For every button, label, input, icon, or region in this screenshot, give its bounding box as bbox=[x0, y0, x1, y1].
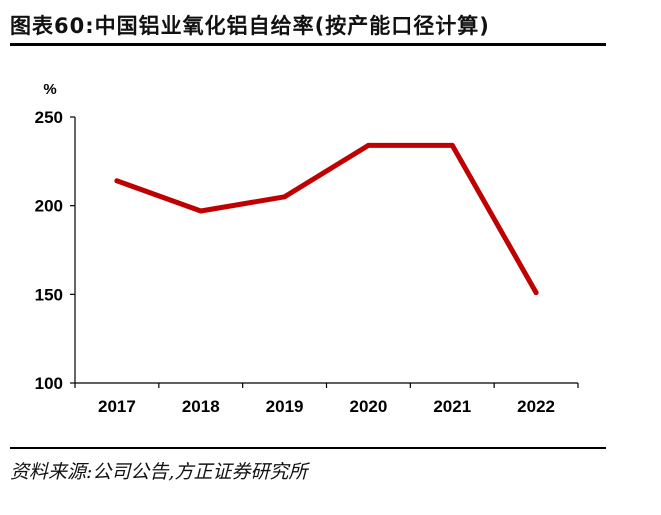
x-tick-label: 2021 bbox=[433, 397, 471, 416]
x-tick-label: 2017 bbox=[98, 397, 136, 416]
y-axis-unit: % bbox=[43, 81, 56, 98]
data-point-2020 bbox=[365, 142, 371, 148]
data-point-2018 bbox=[198, 208, 204, 214]
title-divider bbox=[10, 43, 606, 46]
data-point-2019 bbox=[282, 194, 288, 200]
data-point-2022 bbox=[533, 290, 539, 296]
series-line bbox=[114, 142, 539, 296]
y-tick-label: 150 bbox=[35, 285, 63, 304]
y-tick-label: 200 bbox=[35, 197, 63, 216]
y-tick-label: 100 bbox=[35, 374, 63, 393]
source-note: 资料来源:公司公告,方正证券研究所 bbox=[10, 461, 308, 483]
series-group bbox=[114, 142, 539, 296]
x-tick-label: 2018 bbox=[182, 397, 220, 416]
source-divider bbox=[10, 447, 606, 449]
figure-title: 图表60:中国铝业氧化铝自给率(按产能口径计算) bbox=[10, 14, 490, 38]
x-tick-label: 2022 bbox=[517, 397, 555, 416]
x-axis-ticks: 2017 2018 2019 2020 2021 2022 bbox=[74, 383, 579, 416]
y-tick-label: 250 bbox=[35, 108, 63, 127]
data-point-2021 bbox=[449, 142, 455, 148]
data-point-2017 bbox=[114, 178, 120, 184]
x-tick-label: 2020 bbox=[350, 397, 388, 416]
x-tick-label: 2019 bbox=[266, 397, 304, 416]
y-axis-ticks: 100 150 200 250 bbox=[35, 108, 75, 393]
